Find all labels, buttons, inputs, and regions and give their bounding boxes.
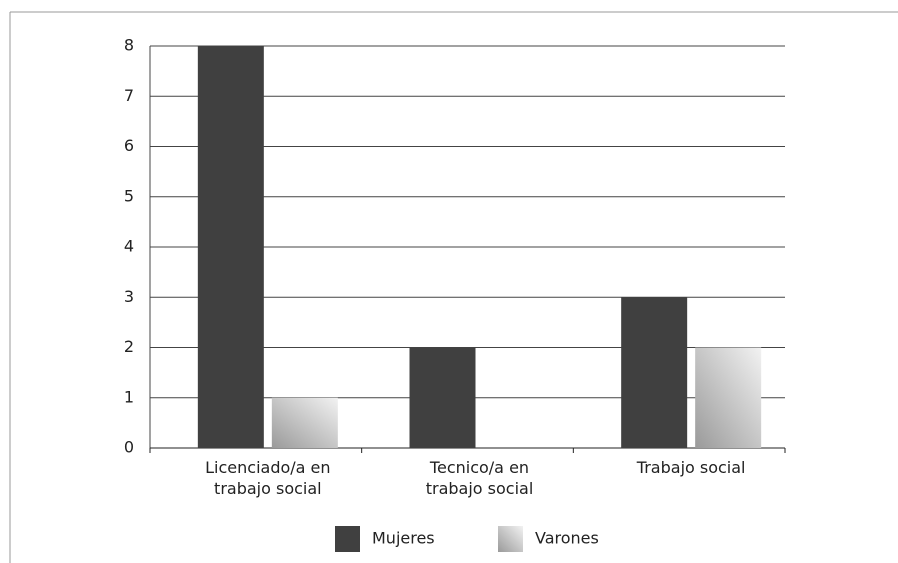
- y-tick-label: 3: [124, 287, 134, 306]
- bar: [621, 297, 688, 448]
- y-tick-label: 1: [124, 387, 134, 406]
- bar: [695, 347, 762, 448]
- bar: [271, 397, 338, 448]
- y-tick-label: 0: [124, 438, 134, 457]
- y-tick-label: 6: [124, 136, 134, 155]
- x-tick-label: Licenciado/a en trabajo social: [205, 458, 331, 498]
- legend-swatch: [335, 526, 360, 552]
- bar: [409, 347, 476, 448]
- bar: [197, 46, 264, 448]
- y-tick-label: 2: [124, 337, 134, 356]
- y-tick-label: 4: [124, 237, 134, 256]
- y-tick-label: 5: [124, 186, 134, 205]
- y-tick-label: 7: [124, 86, 134, 105]
- legend-swatch: [498, 526, 523, 552]
- x-tick-label: Trabajo social: [636, 458, 746, 477]
- legend-label: Mujeres: [372, 529, 435, 548]
- y-tick-label: 8: [124, 36, 134, 55]
- legend-label: Varones: [535, 529, 599, 548]
- x-tick-label: Tecnico/a en trabajo social: [425, 458, 534, 498]
